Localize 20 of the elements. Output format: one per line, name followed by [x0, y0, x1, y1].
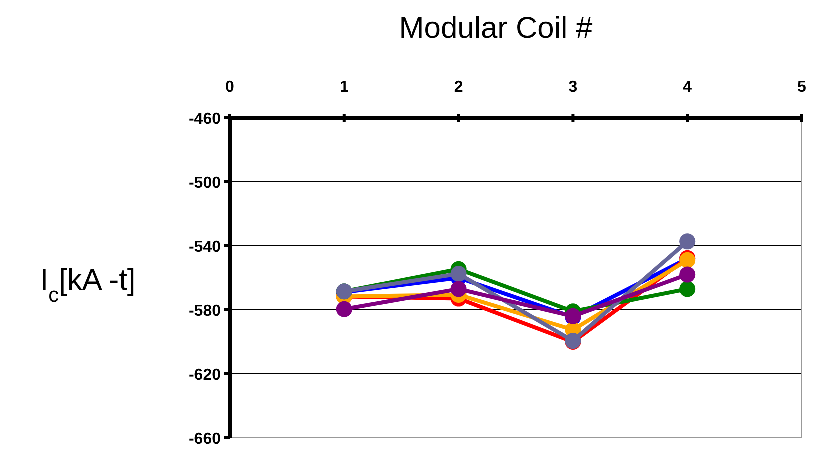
point [680, 266, 696, 283]
x-tick-label: 2 [454, 79, 464, 96]
chart-title: Modular Coil # [399, 12, 594, 45]
point [680, 281, 696, 298]
x-tick-label: 3 [568, 79, 578, 96]
x-tick-label: 4 [683, 79, 692, 96]
y-tick-label: -620 [188, 367, 222, 384]
x-tick-label: 0 [226, 79, 235, 96]
point [680, 234, 696, 250]
point [450, 281, 467, 298]
y-tick-label: -540 [188, 239, 222, 256]
y-tick-label: -660 [188, 431, 222, 448]
x-tick-label: 1 [340, 79, 349, 96]
point [450, 266, 467, 282]
point [336, 301, 352, 318]
y-tick-label: -500 [188, 175, 222, 192]
y-axis-title: I$_{c}$[kA -t] [40, 264, 136, 306]
y-tick-label: -580 [188, 303, 222, 320]
y-tick-label: -460 [188, 111, 222, 128]
x-tick-label: 5 [798, 79, 807, 96]
